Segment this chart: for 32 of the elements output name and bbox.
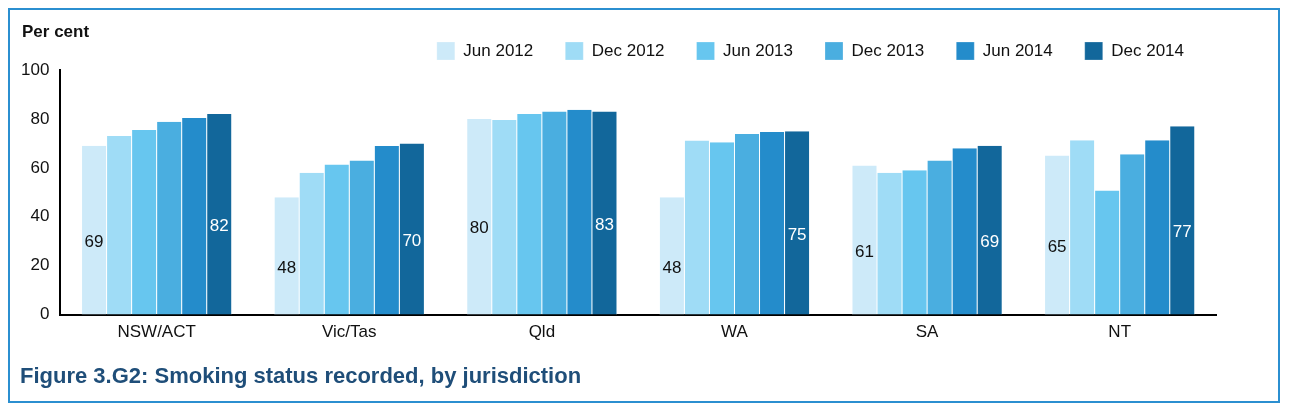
data-label: 48 — [662, 257, 682, 277]
x-tick-label: Vic/Tas — [322, 322, 377, 342]
y-tick-label: 40 — [30, 206, 50, 226]
x-tick-label: Qld — [528, 322, 556, 342]
legend-label: Dec 2014 — [1111, 40, 1185, 60]
x-tick-label: NSW/ACT — [117, 322, 196, 342]
data-label: 75 — [787, 224, 807, 244]
y-tick-label: 100 — [20, 59, 50, 79]
data-label: 48 — [277, 257, 297, 277]
y-tick-label: 60 — [30, 157, 50, 177]
y-tick-label: 80 — [30, 108, 50, 128]
x-tick-label: SA — [915, 322, 940, 342]
data-label: 69 — [84, 231, 104, 251]
y-tick-label: 0 — [39, 304, 50, 324]
data-label: 83 — [595, 214, 614, 234]
text: Figure 3.G2: Smoking status recorded, by jurisdiction — [19, 362, 583, 390]
legend-label: Dec 2012 — [591, 40, 665, 60]
legend-label: Jun 2013 — [723, 40, 794, 60]
y-axis-title: Per cent — [22, 21, 90, 41]
legend-label: Dec 2013 — [851, 40, 925, 60]
x-tick-label: WA — [721, 322, 749, 342]
data-label: 65 — [1047, 236, 1067, 256]
data-label: 70 — [402, 230, 422, 250]
y-tick-label: 20 — [30, 255, 50, 275]
x-tick-label: NT — [1108, 322, 1132, 342]
data-label: 82 — [209, 216, 229, 235]
legend-label: Jun 2012 — [463, 40, 534, 60]
data-label: 77 — [1172, 222, 1192, 242]
data-label: 61 — [855, 241, 874, 261]
data-label: 69 — [980, 231, 1000, 251]
data-label: 80 — [469, 218, 489, 238]
legend-label: Jun 2014 — [982, 40, 1053, 60]
